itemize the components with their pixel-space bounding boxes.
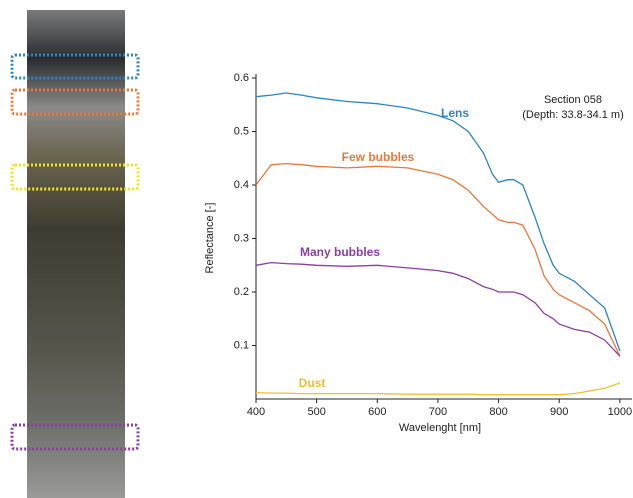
series-label: Many bubbles [300,245,380,259]
y-tick-label: 0.2 [234,286,249,298]
series-label: Dust [299,376,326,390]
x-tick-label: 1000 [608,406,632,418]
series-label: Few bubbles [342,150,415,164]
series-line [255,382,621,396]
x-tick-label: 400 [247,406,265,418]
y-tick-label: 0.6 [234,72,249,84]
y-tick-label: 0.4 [234,179,249,191]
x-tick-label: 800 [489,406,507,418]
annotation: (Depth: 33.8-34.1 m) [522,109,624,121]
series-line [255,261,621,357]
series-line [255,162,621,357]
x-tick-label: 500 [307,406,325,418]
regions [10,53,140,451]
few-bubbles-region [10,88,140,116]
annotation: Section 058 [544,94,602,106]
x-tick-label: 900 [550,406,568,418]
y-tick-label: 0.5 [234,125,249,137]
lens-region [10,53,140,80]
series-line [255,92,621,352]
many-bubbles-region [10,423,140,451]
x-axis-label: Wavelenght [nm] [399,422,481,434]
dust-region [10,163,140,191]
y-tick-label: 0.1 [234,339,249,351]
y-tick-label: 0.3 [234,232,249,244]
series-label: Lens [441,106,469,120]
x-tick-label: 700 [429,406,447,418]
y-axis-label: Reflectance [-] [204,203,216,274]
x-tick-label: 600 [368,406,386,418]
